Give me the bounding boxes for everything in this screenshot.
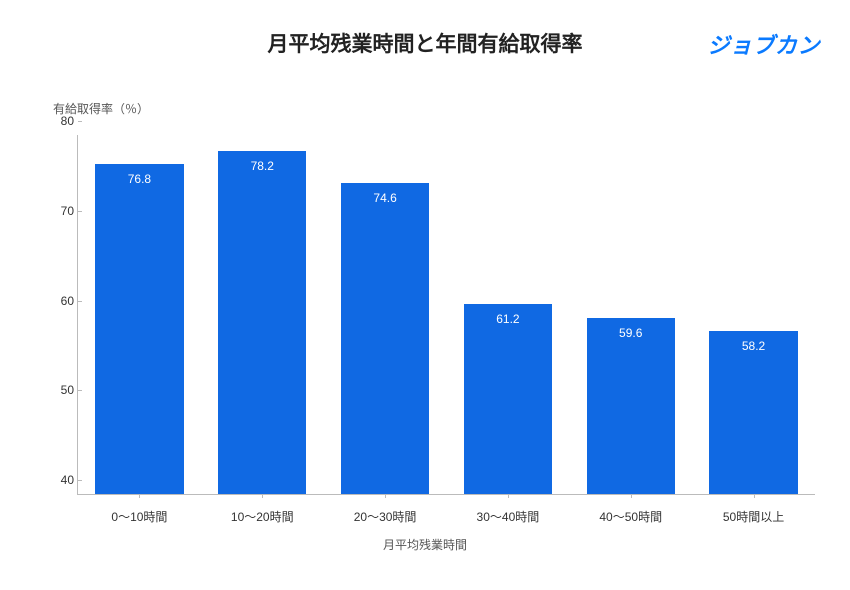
bar-slot: 59.640〜50時間 — [569, 135, 692, 494]
bar-slot: 76.80〜10時間 — [78, 135, 201, 494]
y-tick: 70 — [50, 204, 74, 218]
bar: 61.2 — [464, 304, 552, 494]
bar: 58.2 — [709, 331, 797, 494]
x-tick-label: 0〜10時間 — [78, 494, 201, 525]
x-axis-label: 月平均残業時間 — [25, 536, 825, 553]
bar-slot: 58.250時間以上 — [692, 135, 815, 494]
chart-header: 月平均残業時間と年間有給取得率 ジョブカン — [0, 0, 850, 68]
brand-logo: ジョブカン — [707, 28, 820, 60]
x-tick-label: 40〜50時間 — [569, 494, 692, 525]
bar-value-label: 78.2 — [218, 159, 306, 173]
bar-slot: 78.210〜20時間 — [201, 135, 324, 494]
bar-value-label: 61.2 — [464, 312, 552, 326]
bar-slot: 74.620〜30時間 — [324, 135, 447, 494]
x-tick-label: 30〜40時間 — [446, 494, 569, 525]
bar-value-label: 58.2 — [709, 339, 797, 353]
bar-slot: 61.230〜40時間 — [446, 135, 569, 494]
y-tick: 50 — [50, 383, 74, 397]
bar: 74.6 — [341, 183, 429, 494]
x-tick-label: 10〜20時間 — [201, 494, 324, 525]
bar-value-label: 59.6 — [587, 326, 675, 340]
y-tick: 60 — [50, 294, 74, 308]
bar: 78.2 — [218, 151, 306, 494]
y-tick: 40 — [50, 473, 74, 487]
plot-region: 76.80〜10時間78.210〜20時間74.620〜30時間61.230〜4… — [77, 135, 815, 495]
bars-container: 76.80〜10時間78.210〜20時間74.620〜30時間61.230〜4… — [78, 135, 815, 494]
x-tick-label: 50時間以上 — [692, 494, 815, 525]
bar: 76.8 — [95, 164, 183, 494]
y-tick: 80 — [50, 114, 74, 128]
bar: 59.6 — [587, 318, 675, 494]
chart-area: 有給取得率（％） 76.80〜10時間78.210〜20時間74.620〜30時… — [25, 100, 825, 565]
bar-value-label: 76.8 — [95, 172, 183, 186]
bar-value-label: 74.6 — [341, 191, 429, 205]
x-tick-label: 20〜30時間 — [324, 494, 447, 525]
chart-title: 月平均残業時間と年間有給取得率 — [268, 28, 583, 58]
